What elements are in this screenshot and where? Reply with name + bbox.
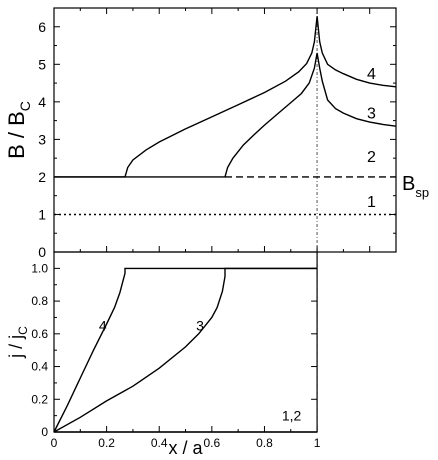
top-series-labels: 4 3 2 1 — [367, 66, 376, 211]
bottom-x-tick-label: 0.2 — [98, 436, 115, 450]
top-series-4-line — [54, 16, 397, 178]
bottom-series-4-label: 4 — [99, 318, 107, 334]
bottom-panel: 00.20.40.60.81.00 0.2 0.4 0.6 0.8 1 4 31,2 j /… — [6, 251, 321, 458]
bottom-axis-ticks: 0 0.2 0.4 0.6 0.8 1.0 0 0.2 0.4 0.6 0.8 1 — [31, 261, 320, 450]
top-series-2-label: 2 — [367, 149, 376, 166]
bottom-plot-frame — [53, 251, 318, 433]
top-y-tick-label: 2 — [38, 169, 46, 185]
top-y-tick-label: 5 — [38, 56, 46, 72]
bottom-y-axis-label: j / jC — [6, 326, 30, 359]
bsp-annotation: Bsp — [402, 173, 429, 200]
bottom-x-tick-label: 1 — [314, 436, 321, 450]
top-series-3-line — [54, 52, 397, 178]
top-y-tick-label: 0 — [38, 244, 46, 260]
bottom-series — [53, 267, 318, 433]
bottom-x-tick-label: 0 — [51, 436, 58, 450]
top-series-4-label: 4 — [367, 66, 376, 83]
top-panel: 0 1 2 3 4 5 6 4 3 2 1 B / BC Bsp — [4, 7, 429, 260]
bottom-series-3-line — [53, 267, 318, 433]
bottom-y-tick-label: 0.4 — [31, 360, 48, 374]
bottom-series-1-2-label: 1,2 — [282, 408, 302, 424]
bsp-annotation-subscript: sp — [415, 185, 429, 200]
top-y-tick-label: 1 — [38, 206, 46, 222]
top-series-3-label: 3 — [367, 106, 376, 123]
bottom-y-axis-label-subscript: C — [16, 326, 30, 335]
top-y-tick-label: 4 — [38, 94, 46, 110]
top-y-tick-label: 3 — [38, 131, 46, 147]
bottom-series-labels: 4 31,2 — [99, 318, 302, 424]
top-y-ticks: 0 1 2 3 4 5 6 — [38, 8, 397, 260]
bottom-y-tick-label: 0.6 — [31, 327, 48, 341]
bottom-x-axis-label: x / a — [169, 438, 204, 458]
bottom-y-tick-label: 0 — [41, 425, 48, 439]
top-y-axis-label: B / BC — [4, 101, 33, 159]
bottom-x-tick-label: 0.8 — [256, 436, 273, 450]
top-y-axis-label-subscript: C — [17, 101, 33, 111]
bottom-series-3-label: 3 — [196, 318, 204, 334]
top-y-tick-label: 6 — [38, 19, 46, 35]
bottom-y-tick-label: 0.8 — [31, 294, 48, 308]
top-plot-frame — [53, 7, 397, 253]
top-series-1-label: 1 — [367, 194, 376, 211]
top-series — [54, 16, 397, 216]
bottom-y-tick-label: 0.2 — [31, 392, 48, 406]
bottom-x-tick-label: 0.4 — [151, 436, 168, 450]
bottom-y-tick-label: 1.0 — [31, 261, 48, 275]
bottom-series-4-line — [53, 267, 318, 433]
bottom-x-tick-label: 0.6 — [204, 436, 221, 450]
